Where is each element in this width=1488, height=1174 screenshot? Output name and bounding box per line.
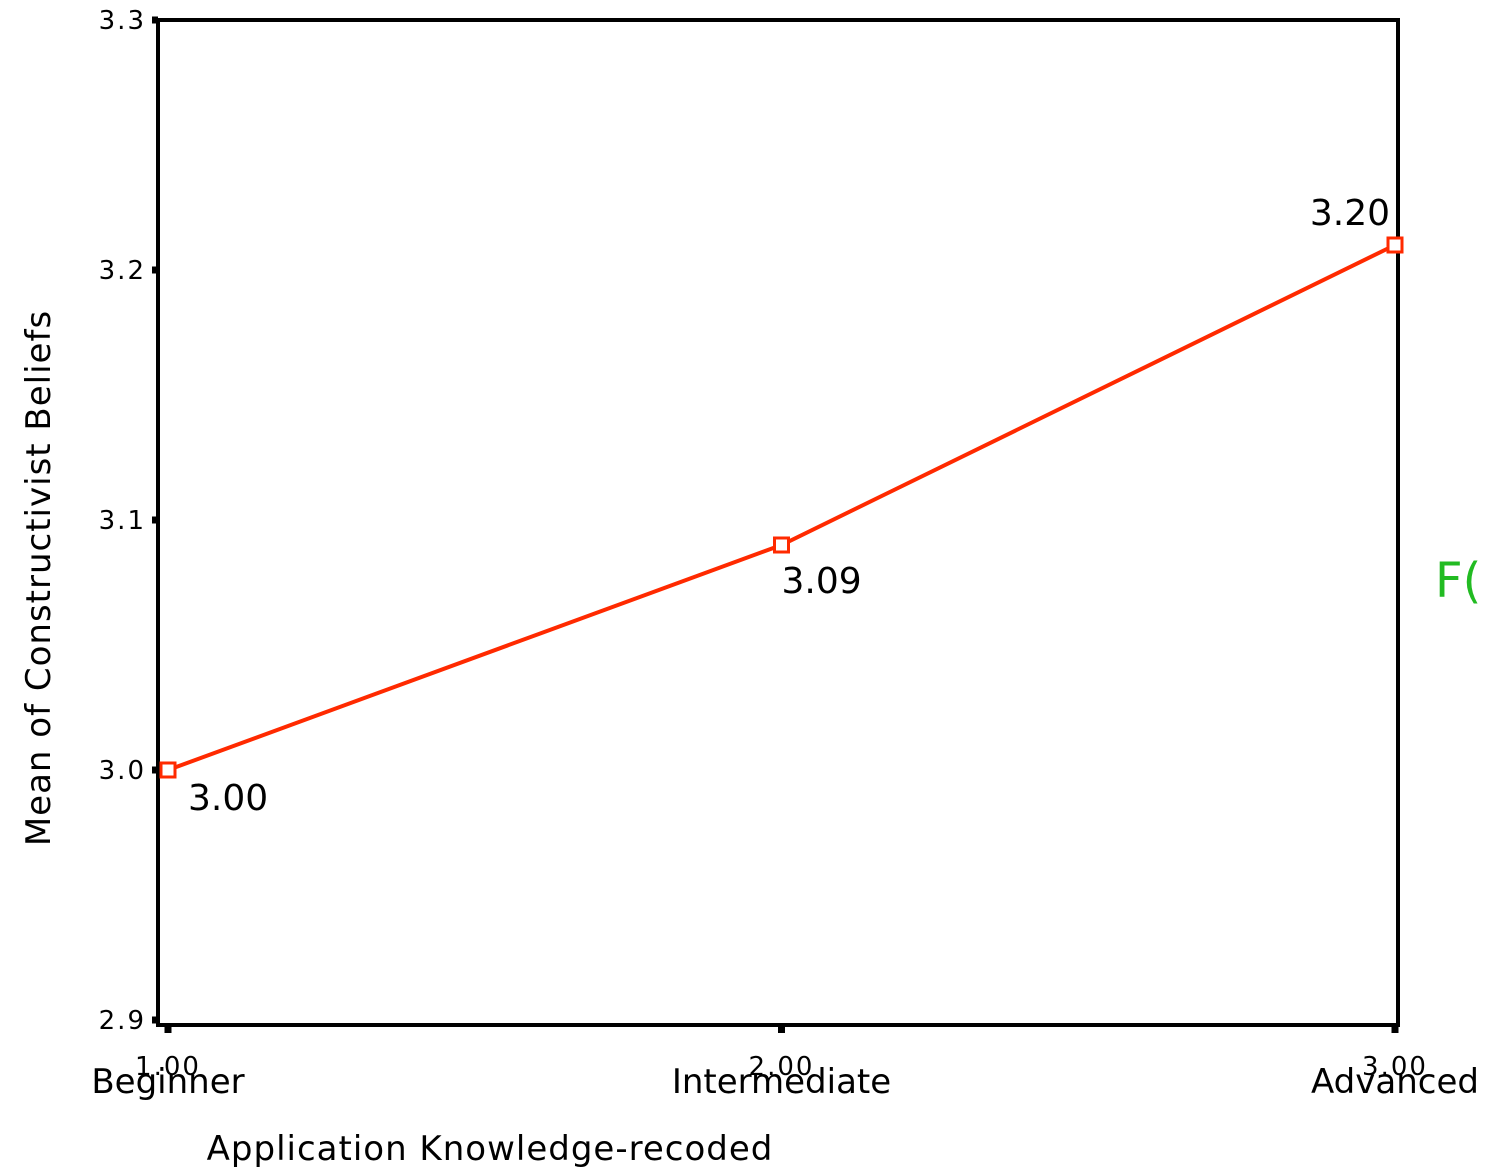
- x-category-label: Intermediate: [672, 1062, 891, 1102]
- x-tick-label: 1.00: [135, 1052, 201, 1082]
- data-point-marker: [1386, 236, 1404, 254]
- data-label: 3.09: [782, 561, 862, 602]
- y-axis-title: Mean of Constructivist Beliefs: [19, 310, 59, 846]
- y-tick-label: 3.2: [99, 256, 146, 286]
- y-tick-label: 2.9: [99, 1006, 146, 1036]
- y-axis-ticks: 2.9 3.0 3.1 3.2 3.3: [99, 6, 158, 1036]
- x-tick-label: 3.00: [1362, 1052, 1428, 1082]
- series-line: [167, 243, 1396, 772]
- side-annotation: F(: [1435, 553, 1481, 609]
- y-tick-label: 3.0: [99, 756, 146, 786]
- data-label: 3.20: [1310, 193, 1390, 234]
- x-category-label: Advanced: [1311, 1062, 1479, 1102]
- x-category-label: Beginner: [91, 1062, 244, 1102]
- data-label: 3.00: [188, 778, 268, 819]
- y-tick-label: 3.3: [99, 6, 146, 36]
- plot-frame: [156, 18, 1400, 1027]
- x-tick-label: 2.00: [749, 1052, 815, 1082]
- data-point-marker: [773, 536, 790, 554]
- data-point-marker: [159, 761, 177, 779]
- data-labels: 3.00 3.09 3.20: [188, 193, 1390, 819]
- y-tick-label: 3.1: [99, 506, 146, 536]
- series-layer: [159, 236, 1404, 779]
- x-axis-title: Application Knowledge-recoded: [207, 1129, 774, 1169]
